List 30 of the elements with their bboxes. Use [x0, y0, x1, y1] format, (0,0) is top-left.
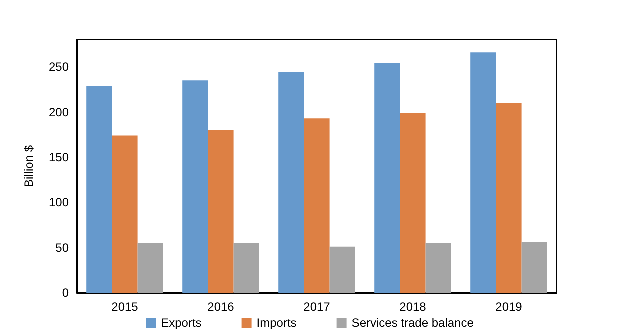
legend-label: Imports [256, 316, 297, 330]
bar [330, 246, 356, 293]
bar [400, 113, 426, 293]
y-tick-label: 250 [48, 60, 70, 74]
bar [426, 243, 452, 293]
bar [304, 118, 330, 293]
x-tick-label: 2015 [112, 300, 139, 314]
x-tick-label: 2018 [400, 300, 427, 314]
y-tick-label: 0 [62, 286, 70, 300]
bar [278, 72, 304, 293]
bar [496, 103, 522, 293]
x-tick-label: 2017 [304, 300, 331, 314]
y-tick-label: 50 [56, 240, 70, 255]
legend-label: Services trade balance [352, 316, 474, 330]
bar [86, 86, 112, 293]
y-tick-label: 150 [48, 150, 70, 164]
y-tick-label: 200 [48, 105, 70, 120]
bar [470, 52, 496, 293]
bar [374, 63, 400, 293]
legend-label: Exports [161, 316, 202, 330]
x-tick-label: 2019 [496, 300, 523, 314]
bar [522, 242, 548, 293]
x-tick-label: 2016 [208, 300, 235, 314]
bar [112, 136, 138, 293]
y-tick-label: 100 [48, 196, 70, 210]
bar [138, 243, 164, 293]
bar [182, 80, 208, 293]
bar [234, 243, 260, 293]
bar [208, 130, 234, 293]
y-axis-title: Billion $ [22, 145, 36, 188]
